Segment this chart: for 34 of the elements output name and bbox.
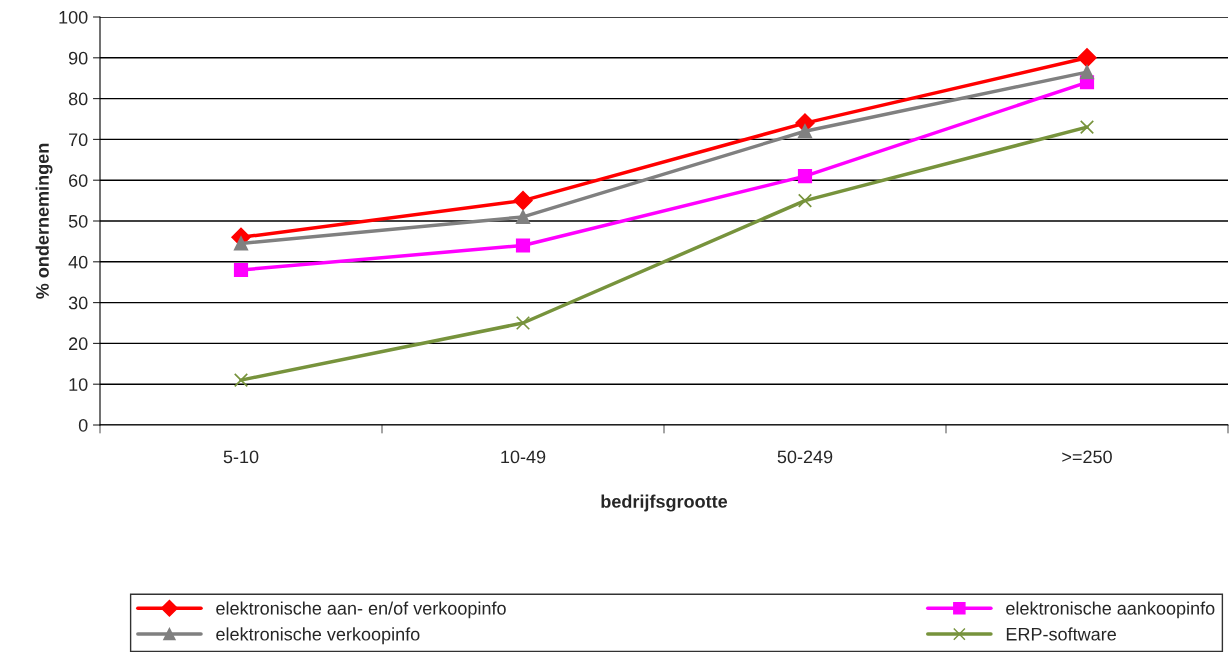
point: [1077, 48, 1097, 68]
y-tick-label: 60: [69, 174, 88, 187]
x-tick-label: 50-249: [777, 450, 833, 464]
point: [515, 238, 531, 253]
y-tick-label: 0: [78, 418, 88, 432]
point: [1079, 64, 1095, 80]
point: [233, 236, 249, 251]
y-tick-label: 40: [68, 255, 88, 269]
x-tick-label: 10-49: [501, 450, 546, 464]
point: [515, 209, 531, 225]
legend-label: elektronische aankoopinfo: [1006, 601, 1215, 619]
point: [515, 315, 531, 331]
y-axis-title: % ondernemingen: [35, 143, 53, 299]
y-tick-label: 30: [68, 296, 88, 310]
point: [233, 373, 249, 388]
point: [797, 193, 813, 208]
y-tick-label: 20: [69, 337, 88, 351]
y-tick-label: 100: [59, 10, 88, 24]
x-axis-title: bedrijfsgrootte: [601, 494, 728, 512]
y-tick-label: 10: [69, 378, 88, 391]
point: [1079, 120, 1095, 135]
y-tick-label: 80: [68, 92, 88, 106]
point: [233, 262, 249, 278]
y-tick-label: 50: [68, 214, 88, 228]
y-tick-label: 70: [69, 133, 88, 147]
y-tick-label: 90: [68, 51, 88, 65]
point: [513, 190, 533, 211]
x-tick-label: >=250: [1062, 450, 1112, 464]
legend-label: ERP-software: [1006, 627, 1116, 641]
legend-label: elektronische aan- en/of verkoopinfo: [216, 601, 506, 619]
point: [797, 124, 813, 139]
x-tick-label: 5-10: [223, 450, 259, 464]
point: [797, 169, 813, 184]
legend-label: elektronische verkoopinfo: [216, 627, 420, 645]
